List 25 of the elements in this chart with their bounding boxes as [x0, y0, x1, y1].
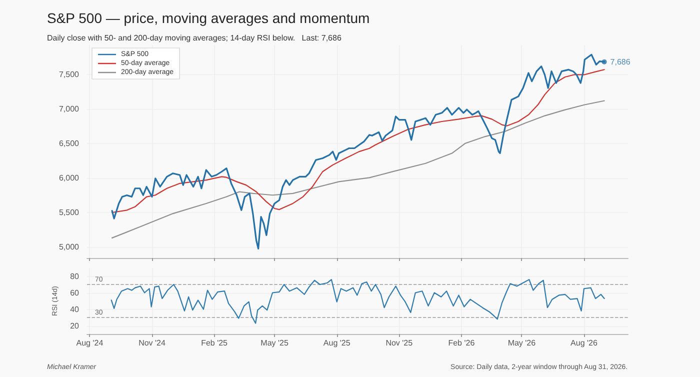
y-tick-label: 7,000 [58, 104, 80, 114]
x-tick-label: Aug '26 [570, 338, 598, 348]
y-tick-label: 6,000 [58, 174, 80, 183]
chart-subtitle: Daily close with 50- and 200-day moving averages; 14-day RSI below. Last: 7,686 [47, 34, 342, 42]
y-tick-label: 80 [70, 272, 80, 281]
chart-title: S&P 500 — price, moving averages and momentum [47, 10, 370, 26]
x-tick-label: Nov '24 [138, 338, 166, 348]
x-tick-label: Feb '26 [448, 338, 476, 348]
y-tick-label: 5,000 [58, 242, 80, 252]
annotation: 7,686 [610, 57, 631, 66]
y-tick-label: 5,500 [58, 208, 80, 218]
x-tick-label: Aug '24 [76, 338, 104, 348]
y-tick-label: 20 [70, 321, 80, 330]
line-series [112, 100, 605, 238]
x-tick-label: Feb '25 [201, 338, 228, 348]
x-tick-label: Aug '25 [323, 338, 351, 348]
y-tick-label: 60 [70, 288, 80, 298]
x-tick-label: May '25 [260, 338, 289, 348]
x-tick-label: Nov '25 [386, 338, 414, 348]
line-series [110, 279, 605, 324]
y-tick-label: 7,500 [58, 70, 80, 80]
y-tick-label: 6,500 [58, 139, 80, 148]
y-tick-label: 40 [70, 304, 80, 314]
x-tick-label: May '26 [508, 338, 536, 348]
line-series [112, 69, 605, 214]
